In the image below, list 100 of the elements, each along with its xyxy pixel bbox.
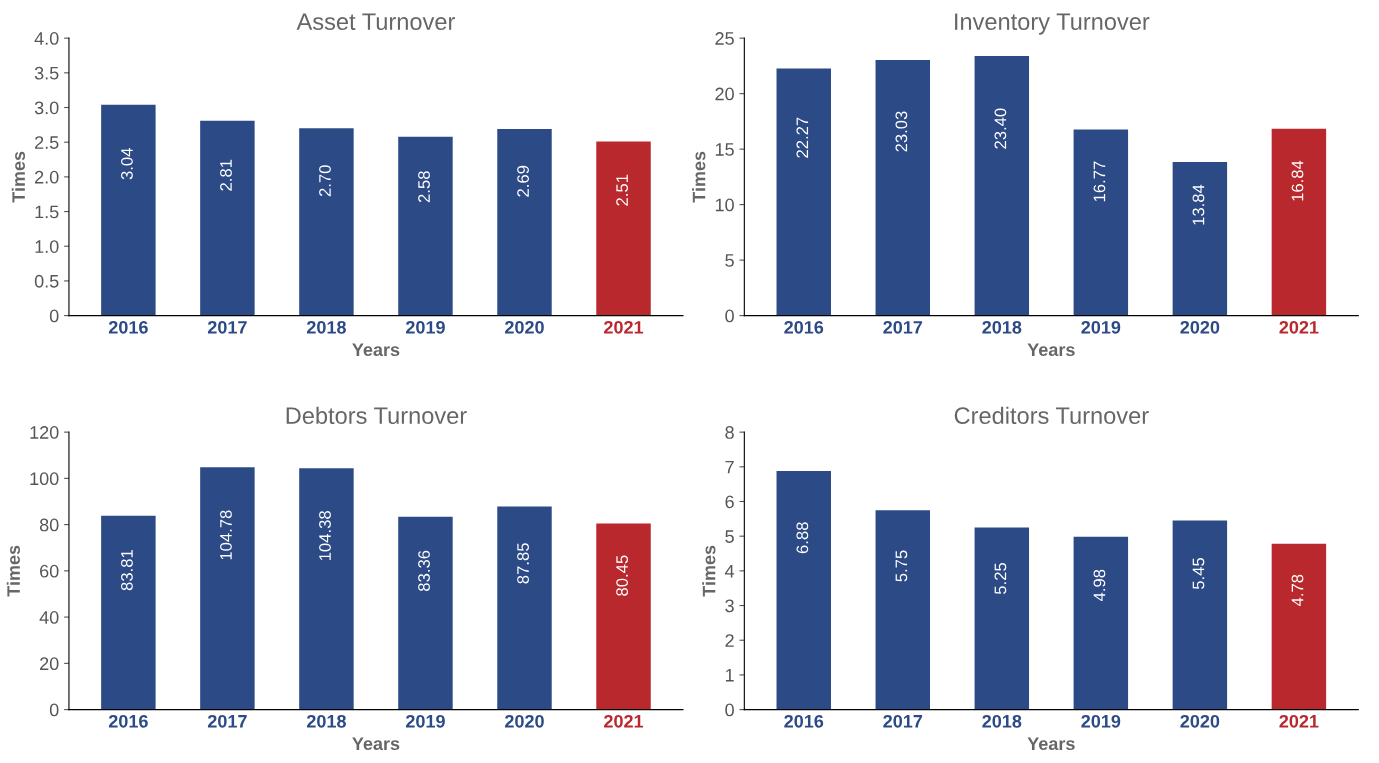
- chart-title: Asset Turnover: [296, 13, 455, 31]
- y-tick-label: 0: [725, 309, 734, 323]
- bar: [596, 523, 651, 710]
- data-label: 16.84: [1291, 160, 1304, 201]
- y-axis-title: Times: [702, 545, 716, 597]
- data-label: 4.98: [1093, 569, 1106, 602]
- x-tick-label: 2018: [306, 714, 346, 728]
- data-label: 5.75: [895, 550, 908, 582]
- x-tick-label: 2018: [982, 320, 1022, 334]
- y-tick-label: 2.5: [35, 136, 59, 149]
- data-label: 3.04: [121, 148, 133, 180]
- bar: [875, 60, 931, 316]
- bar: [101, 515, 156, 710]
- bar: [1073, 536, 1129, 710]
- y-tick-label: 2: [725, 634, 734, 647]
- x-tick-label: 2017: [207, 714, 247, 728]
- x-axis-title: Years: [352, 737, 400, 751]
- y-tick-label: 1: [725, 669, 734, 682]
- data-label: 5.45: [1192, 557, 1205, 590]
- data-label: 4.78: [1291, 574, 1304, 607]
- y-tick-label: 0: [49, 309, 59, 323]
- data-label: 2.70: [319, 165, 331, 197]
- bar: [497, 129, 552, 316]
- data-label: 16.77: [1093, 161, 1106, 202]
- y-tick-label: 10: [715, 198, 734, 212]
- y-tick-label: 0: [49, 703, 59, 717]
- y-tick-label: 0: [725, 703, 734, 717]
- x-axis-title: Years: [1027, 343, 1075, 357]
- y-tick-label: 8: [725, 426, 734, 439]
- y-axis-title: Times: [11, 151, 26, 203]
- data-label: 104.78: [220, 510, 232, 560]
- x-tick-label: 2019: [406, 714, 445, 728]
- x-tick-label: 2020: [505, 714, 544, 728]
- x-tick-label: 2017: [883, 320, 923, 334]
- data-label: 2.58: [418, 171, 430, 203]
- y-tick-label: 15: [715, 143, 734, 156]
- x-tick-label: 2019: [406, 320, 445, 334]
- y-tick-label: 7: [725, 460, 734, 474]
- x-tick-label: 2017: [883, 714, 923, 728]
- bar: [1271, 543, 1327, 710]
- data-label: 83.36: [418, 550, 430, 591]
- bar: [200, 467, 255, 710]
- bar: [200, 120, 255, 316]
- y-tick-label: 2.0: [35, 170, 59, 184]
- y-tick-label: 6: [725, 495, 734, 509]
- y-tick-label: 80: [39, 518, 59, 532]
- x-tick-label: 2018: [982, 714, 1022, 728]
- x-axis-title: Years: [352, 343, 400, 357]
- x-tick-label: 2021: [1279, 714, 1319, 728]
- y-tick-label: 20: [40, 657, 59, 671]
- y-tick-label: 5: [725, 254, 734, 267]
- y-tick-label: 5: [725, 530, 734, 543]
- y-tick-label: 3: [725, 599, 734, 613]
- bar: [974, 527, 1030, 710]
- y-tick-label: 0.5: [34, 274, 59, 288]
- bar: [299, 128, 354, 316]
- y-tick-label: 40: [39, 611, 59, 624]
- y-tick-label: 3.0: [34, 101, 59, 115]
- data-label: 23.40: [994, 108, 1007, 149]
- x-tick-label: 2020: [505, 320, 544, 334]
- chart-title: Inventory Turnover: [955, 13, 1150, 35]
- data-label: 2.51: [616, 174, 628, 206]
- bar: [776, 470, 831, 710]
- data-label: 2.81: [220, 159, 232, 191]
- bar: [1172, 520, 1228, 710]
- y-tick-label: 1.0: [35, 240, 59, 253]
- chart-title: Creditors Turnover: [954, 406, 1149, 425]
- x-tick-label: 2018: [306, 320, 346, 334]
- x-tick-label: 2021: [1279, 320, 1319, 334]
- x-tick-label: 2016: [108, 320, 148, 334]
- bar: [398, 136, 453, 316]
- chart-title: Debtors Turnover: [286, 406, 467, 425]
- data-label: 87.85: [517, 543, 529, 584]
- x-tick-label: 2017: [207, 320, 247, 334]
- bar: [1073, 129, 1129, 316]
- data-label: 13.84: [1192, 184, 1205, 225]
- bar: [1172, 162, 1228, 316]
- bar: [596, 141, 651, 316]
- x-tick-label: 2021: [604, 320, 644, 334]
- bar: [974, 55, 1030, 316]
- x-tick-label: 2019: [1081, 714, 1121, 728]
- x-tick-label: 2016: [108, 714, 148, 728]
- y-tick-label: 3.5: [34, 66, 59, 80]
- y-tick-label: 60: [40, 564, 59, 578]
- data-label: 104.38: [319, 511, 331, 561]
- y-axis-title: Times: [692, 151, 706, 203]
- data-label: 6.88: [796, 522, 809, 554]
- y-tick-label: 4: [724, 564, 735, 578]
- x-tick-label: 2016: [784, 320, 824, 334]
- x-tick-label: 2016: [784, 714, 824, 728]
- x-tick-label: 2021: [604, 714, 644, 728]
- x-tick-label: 2020: [1180, 714, 1220, 728]
- bar: [1271, 128, 1327, 316]
- y-tick-label: 20: [715, 87, 734, 101]
- bar: [398, 516, 453, 710]
- data-label: 5.25: [994, 562, 1007, 595]
- data-label: 80.45: [616, 555, 628, 596]
- data-label: 22.27: [796, 117, 809, 158]
- bar: [776, 68, 831, 316]
- y-tick-label: 4.0: [34, 32, 59, 45]
